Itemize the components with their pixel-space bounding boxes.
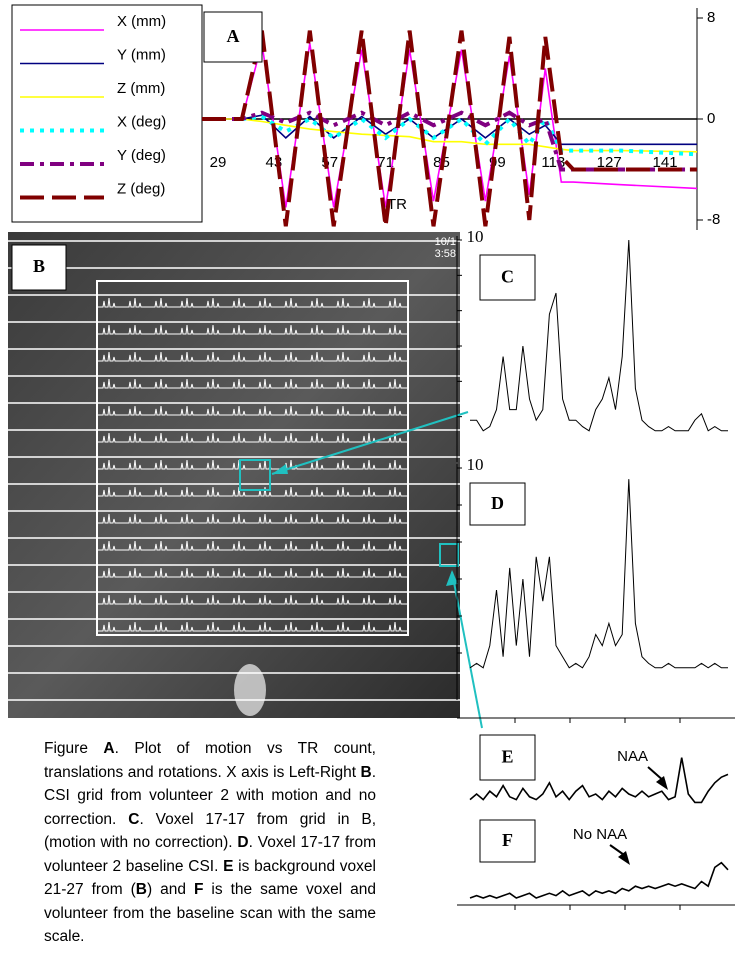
x-tick-label: 71 <box>377 154 394 171</box>
annotation: No NAA <box>573 826 627 843</box>
panel-label: E <box>501 747 513 767</box>
legend-label: X (mm) <box>117 13 166 30</box>
caption-text: F <box>193 881 204 898</box>
spectrum-line <box>469 861 729 899</box>
voxel-box <box>239 459 271 491</box>
annotation-arrowhead <box>618 851 630 865</box>
caption-text: B <box>360 763 372 781</box>
panel-label-box <box>203 11 263 63</box>
caption-text: Figure <box>44 740 104 757</box>
spectrum-line <box>469 757 729 804</box>
timestamp: 10/1 <box>435 236 456 248</box>
x-tick-label: 29 <box>210 154 227 171</box>
caption-text: . Voxel 17-17 from volunteer 2 baseline … <box>44 834 376 875</box>
spectrum-line <box>469 479 728 669</box>
panel-label-box <box>469 482 526 526</box>
arrow <box>271 411 469 475</box>
csi-box <box>96 280 409 636</box>
legend-label: Y (deg) <box>117 147 166 164</box>
panel-label-box <box>479 734 536 781</box>
panel-label: A <box>227 26 240 46</box>
caption-text: A <box>103 740 115 757</box>
panel-label: C <box>501 267 514 287</box>
y-tick-label: 8 <box>707 9 715 26</box>
caption: Figure A. Plot of motion vs TR count, tr… <box>44 737 376 949</box>
voxel-box <box>439 543 459 567</box>
legend-label: Z (mm) <box>117 80 165 97</box>
caption-text: C <box>128 810 140 828</box>
caption-text: . CSI grid from volunteer 2 with motion … <box>44 763 376 828</box>
y-tick-label: -8 <box>707 211 720 228</box>
x-tick-label: 141 <box>653 154 678 171</box>
y-tick-label: 10 <box>467 455 484 474</box>
arrow-head <box>272 464 288 474</box>
panel-label: D <box>491 493 504 513</box>
y-tick-label: 0 <box>707 110 715 127</box>
caption-text: . Voxel 17-17 from grid in B, (motion wi… <box>44 810 377 852</box>
legend-label: Z (deg) <box>117 180 165 197</box>
panel-label-box <box>11 244 67 291</box>
legend-label: X (deg) <box>117 113 166 130</box>
caption-text: ) and <box>146 881 194 898</box>
caption-text: D <box>237 834 249 851</box>
series-line <box>202 30 697 227</box>
caption-text: E <box>223 857 234 875</box>
timestamp: 3:58 <box>435 248 456 260</box>
annotation-arrowhead <box>656 776 668 790</box>
caption-text: is the same voxel and volunteer from the… <box>44 881 376 945</box>
legend-label: Y (mm) <box>117 46 166 63</box>
arrow-head <box>446 570 458 586</box>
panel-label-box <box>479 819 536 863</box>
caption-text: . Plot of motion vs TR count, translatio… <box>44 740 376 781</box>
x-axis-label: TR <box>387 196 407 213</box>
caption-text: B <box>135 881 147 898</box>
series-line <box>202 43 698 208</box>
csi-spectra <box>97 281 408 635</box>
annotation: NAA <box>617 748 648 765</box>
spectrum-line <box>470 239 728 432</box>
x-tick-label: 127 <box>597 154 622 171</box>
panel-label-box <box>479 254 536 301</box>
panel-b: B 10/1 3:58 <box>8 232 483 729</box>
legend-box <box>11 4 203 223</box>
caption-text: is background voxel 21-27 from ( <box>44 857 376 899</box>
panel-label: B <box>33 256 45 276</box>
y-tick-label: 10 <box>467 227 484 246</box>
series-line <box>202 110 697 172</box>
panel-label: F <box>502 830 513 850</box>
